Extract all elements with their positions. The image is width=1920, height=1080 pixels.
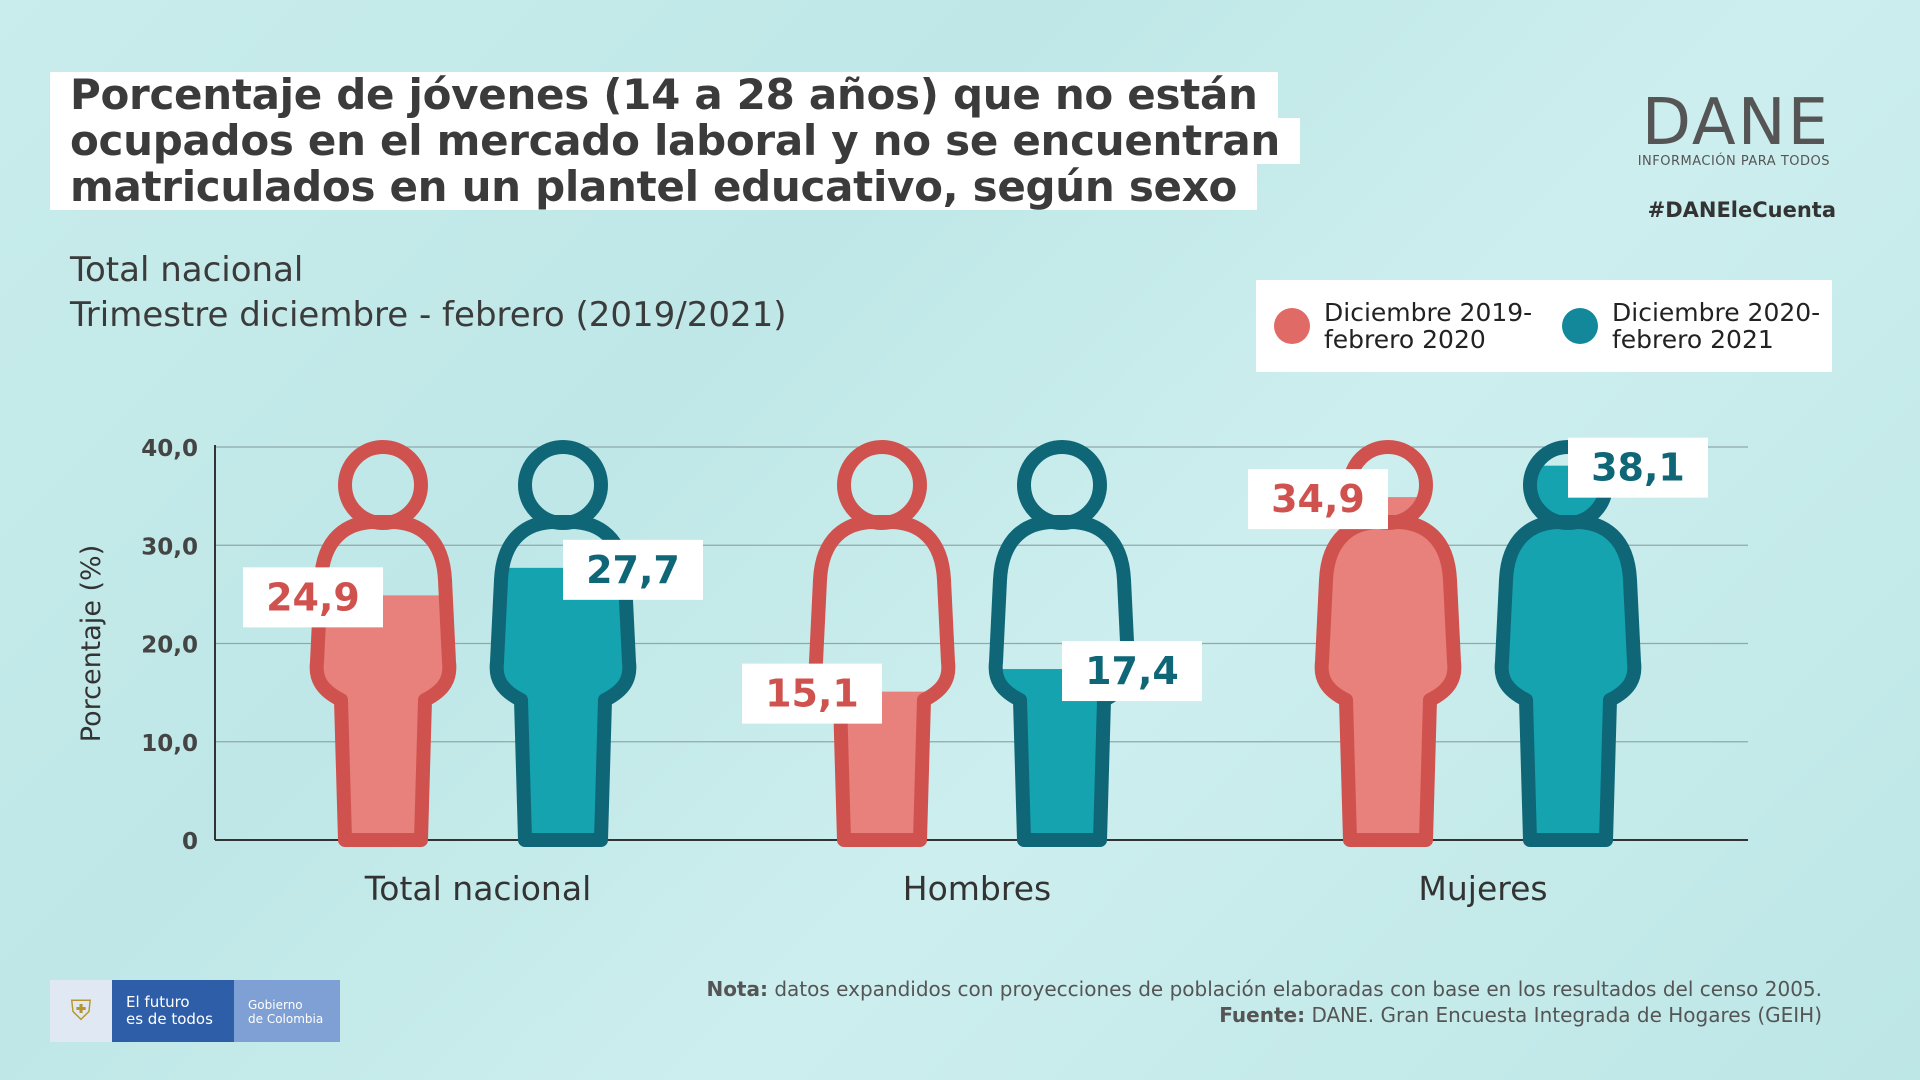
figure-hombres-series-2: 17,4 <box>988 440 1202 847</box>
x-tick-label: Mujeres <box>1418 869 1547 908</box>
legend-dot-series-2 <box>1562 308 1598 344</box>
data-label-box <box>563 539 703 600</box>
y-tick-label: 20,0 <box>141 633 198 659</box>
person-head-outline <box>338 440 428 530</box>
legend-dot-series-1 <box>1274 308 1310 344</box>
data-label: 38,1 <box>1591 446 1685 490</box>
x-tick-label: Total nacional <box>364 869 592 908</box>
data-label: 15,1 <box>765 672 859 716</box>
data-label: 17,4 <box>1085 649 1179 693</box>
dane-logo: DANE INFORMACIÓN PARA TODOS <box>1637 86 1830 169</box>
y-tick-label: 10,0 <box>141 731 198 757</box>
data-label-box <box>1062 641 1202 702</box>
title-line-1: Porcentaje de jóvenes (14 a 28 años) que… <box>50 72 1278 118</box>
figures: 24,9 27,7 15,1 17,4 34,9 38,1 <box>243 437 1708 847</box>
subtitle-period: Trimestre diciembre - febrero (2019/2021… <box>70 295 787 335</box>
pictogram-chart: 0 10,0 20,0 30,0 40,0 Porcentaje (%) 24,9 27,7… <box>76 436 1748 908</box>
legend-item-series-1: Diciembre 2019- febrero 2020 <box>1256 299 1544 353</box>
footnote: Nota: datos expandidos con proyecciones … <box>706 976 1822 1028</box>
grid-lines <box>215 446 1748 841</box>
x-axis-labels: Total nacional Hombres Mujeres <box>364 869 1548 908</box>
logo-tagline: INFORMACIÓN PARA TODOS <box>1637 154 1830 169</box>
government-logo: ⛨ El futuro es de todos Gobierno de Colo… <box>50 980 340 1042</box>
title-line-3: matriculados en un plantel educativo, se… <box>50 164 1258 210</box>
note-text: datos expandidos con proyecciones de pob… <box>768 977 1822 1001</box>
y-axis: 0 10,0 20,0 30,0 40,0 Porcentaje (%) <box>76 436 216 855</box>
x-tick-label: Hombres <box>903 869 1051 908</box>
title-line-2: ocupados en el mercado laboral y no se e… <box>50 118 1300 164</box>
chart-legend: Diciembre 2019- febrero 2020 Diciembre 2… <box>1256 280 1832 372</box>
legend-label-series-2: Diciembre 2020- febrero 2021 <box>1612 298 1821 354</box>
data-label: 34,9 <box>1271 477 1365 521</box>
gov-name: Gobierno de Colombia <box>234 980 340 1042</box>
y-axis-label: Porcentaje (%) <box>76 545 107 742</box>
source-label: Fuente: <box>1219 1003 1306 1027</box>
logo-word: DANE <box>1641 86 1830 160</box>
y-tick-label: 40,0 <box>141 436 198 462</box>
legend-label-series-1: Diciembre 2019- febrero 2020 <box>1324 298 1533 354</box>
legend-item-series-2: Diciembre 2020- febrero 2021 <box>1544 299 1832 353</box>
person-head-outline <box>1017 440 1107 530</box>
note-label: Nota: <box>706 977 768 1001</box>
data-label-box <box>243 567 383 628</box>
figure-mujeres-series-2: 38,1 <box>1494 437 1708 847</box>
gov-slogan: El futuro es de todos <box>112 980 234 1042</box>
y-tick-label: 0 <box>182 829 198 855</box>
figure-total-nacional-series-1: 24,9 <box>243 440 457 847</box>
figure-mujeres-series-1: 34,9 <box>1248 440 1462 847</box>
data-label: 24,9 <box>266 575 360 619</box>
subtitle-scope: Total nacional <box>70 250 304 290</box>
person-head-outline <box>837 440 927 530</box>
data-label-box <box>1248 469 1388 530</box>
data-label-box <box>742 663 882 724</box>
data-label: 27,7 <box>586 548 680 592</box>
chart-title: Porcentaje de jóvenes (14 a 28 años) que… <box>50 72 1300 210</box>
person-head-outline <box>518 440 608 530</box>
data-label-box <box>1568 437 1708 498</box>
y-tick-label: 30,0 <box>141 534 198 560</box>
figure-hombres-series-1: 15,1 <box>742 440 956 847</box>
colombia-seal-icon: ⛨ <box>50 980 112 1042</box>
figure-total-nacional-series-2: 27,7 <box>489 440 703 847</box>
source-text: DANE. Gran Encuesta Integrada de Hogares… <box>1305 1003 1822 1027</box>
hashtag: #DANEleCuenta <box>1647 198 1836 222</box>
